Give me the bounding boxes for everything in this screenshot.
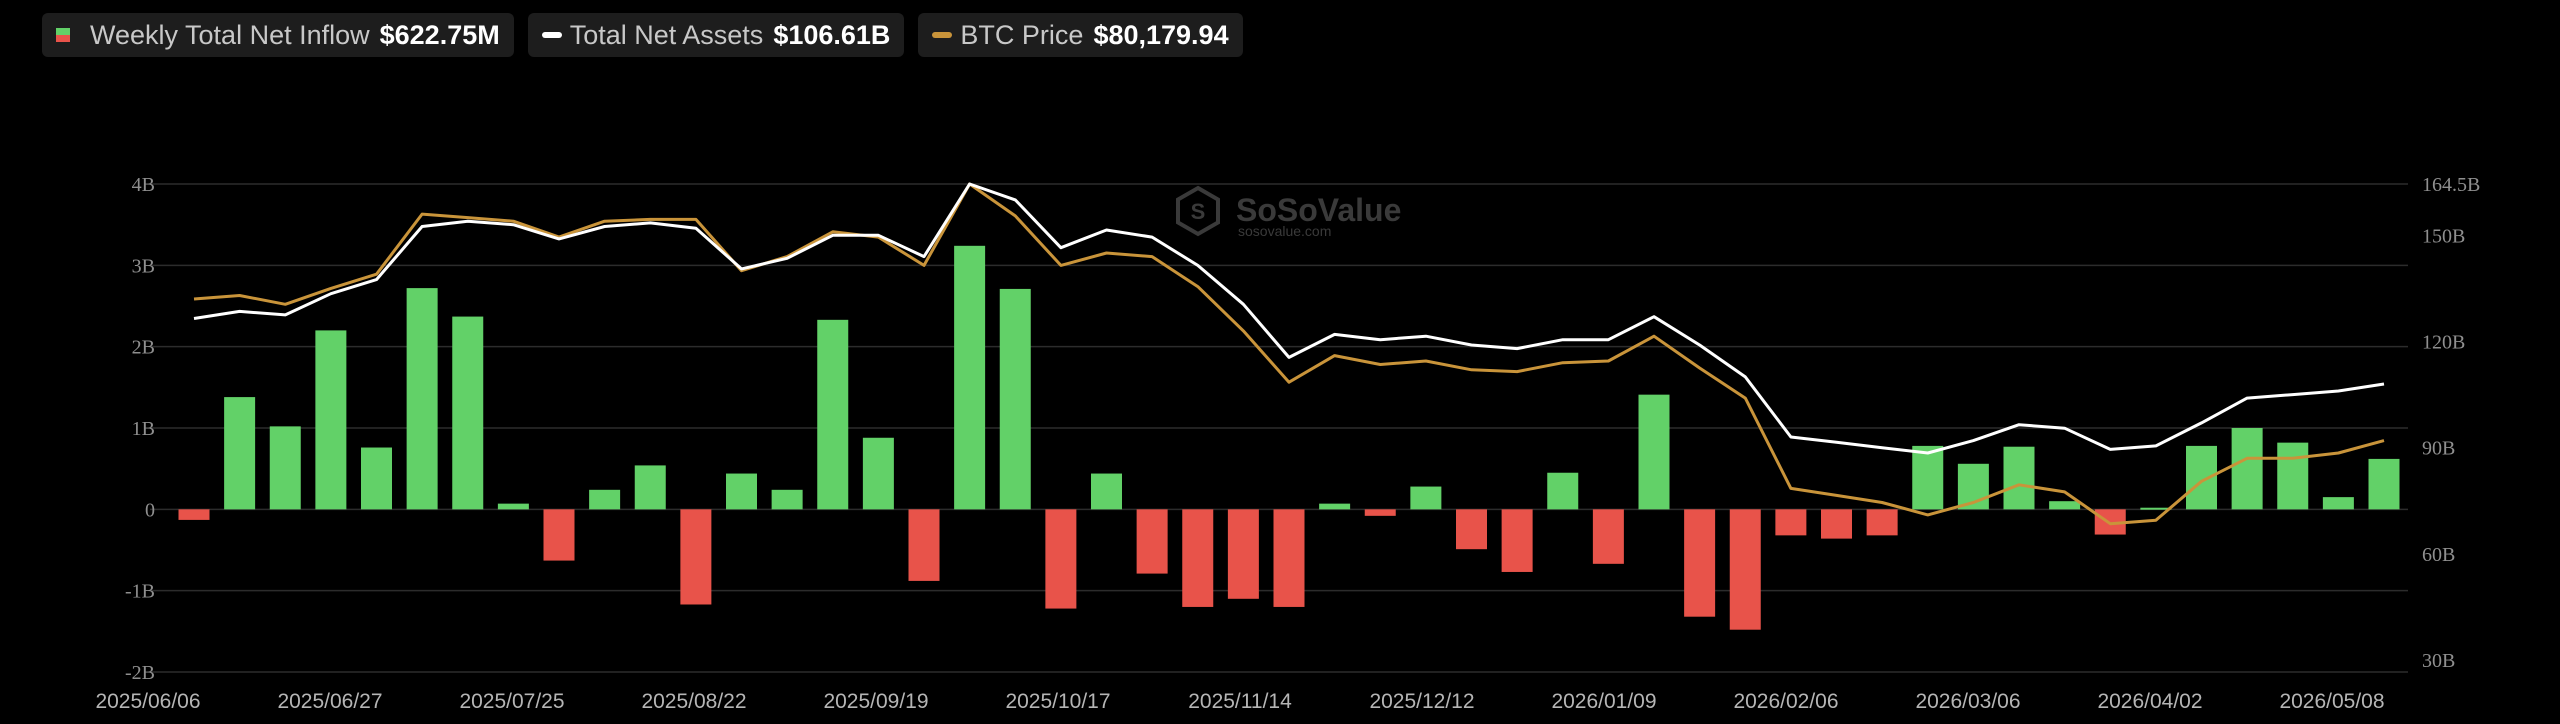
- btc-swatch-icon: [932, 32, 953, 38]
- right-axis-tick: 90B: [2422, 438, 2455, 460]
- x-axis-tick: 2026/05/08: [2279, 690, 2384, 713]
- inflow-bar[interactable]: [1547, 472, 1579, 510]
- right-axis-tick: 150B: [2422, 225, 2465, 247]
- legend-btc-value: $80,179.94: [1093, 19, 1229, 50]
- inflow-bar[interactable]: [1821, 509, 1852, 539]
- inflow-bar[interactable]: [406, 288, 438, 510]
- inflow-bar[interactable]: [543, 509, 575, 561]
- inflow-bar[interactable]: [589, 489, 621, 510]
- inflow-bar[interactable]: [2368, 458, 2400, 510]
- x-axis-tick: 2025/07/25: [459, 690, 564, 713]
- x-axis-tick: 2025/11/14: [1188, 690, 1292, 713]
- x-axis-tick: 2025/09/19: [823, 690, 928, 713]
- inflow-bar[interactable]: [1775, 509, 1807, 536]
- left-axis-tick: -1B: [125, 581, 155, 603]
- net-assets-line[interactable]: [193, 182, 2385, 455]
- inflow-bar[interactable]: [1091, 473, 1122, 510]
- inflow-bar[interactable]: [361, 447, 392, 510]
- price-lines: [193, 182, 2385, 526]
- right-axis-tick: 30B: [2422, 650, 2455, 672]
- inflow-bar[interactable]: [224, 397, 256, 510]
- inflow-bar[interactable]: [954, 245, 986, 510]
- inflow-bar[interactable]: [1684, 509, 1716, 617]
- right-axis-tick: 164.5B: [2422, 174, 2480, 196]
- x-axis-tick: 2026/02/06: [1733, 690, 1838, 713]
- x-axis-tick: 2025/06/06: [95, 690, 200, 713]
- inflow-bar[interactable]: [315, 330, 347, 510]
- inflow-bar[interactable]: [680, 509, 712, 605]
- inflow-bar[interactable]: [497, 503, 529, 510]
- sosovalue-logo-icon: S: [1176, 185, 1220, 237]
- watermark-brand: SoSoValue: [1236, 192, 1401, 228]
- svg-text:S: S: [1191, 199, 1206, 224]
- x-axis-tick: 2025/08/22: [641, 690, 746, 713]
- x-axis-tick: 2026/03/06: [1915, 690, 2020, 713]
- legend-assets[interactable]: Total Net Assets $106.61B: [527, 13, 905, 57]
- x-axis-tick: 2026/01/09: [1551, 690, 1656, 713]
- inflow-bar[interactable]: [1912, 445, 1944, 510]
- inflow-bar[interactable]: [1273, 509, 1305, 607]
- inflow-bar[interactable]: [269, 426, 301, 510]
- assets-swatch-icon: [541, 32, 562, 38]
- right-axis: 164.5B 150B 120B 90B 60B 30B: [2422, 174, 2480, 672]
- inflow-bar[interactable]: [1227, 509, 1259, 599]
- inflow-bar[interactable]: [2231, 428, 2263, 510]
- inflow-bar[interactable]: [452, 316, 484, 510]
- inflow-bar[interactable]: [1866, 509, 1898, 536]
- inflow-bar[interactable]: [771, 489, 803, 510]
- inflow-bar[interactable]: [1045, 509, 1077, 609]
- inflow-bar[interactable]: [2140, 507, 2172, 510]
- inflow-swatch-icon: [56, 28, 70, 42]
- inflow-bar[interactable]: [1592, 509, 1624, 564]
- inflow-bar[interactable]: [2049, 501, 2081, 510]
- inflow-bar[interactable]: [2186, 445, 2217, 510]
- inflow-bar[interactable]: [2322, 497, 2354, 510]
- inflow-bar[interactable]: [726, 473, 757, 510]
- legend-btc-label: BTC Price: [960, 19, 1084, 50]
- watermark-url: sosovalue.com: [1238, 223, 1331, 239]
- left-axis: 4B 3B 2B 1B 0 -1B -2B: [125, 174, 155, 684]
- inflow-bar[interactable]: [1456, 509, 1487, 550]
- left-axis-tick: -2B: [125, 662, 155, 684]
- inflow-bar[interactable]: [1638, 394, 1670, 510]
- inflow-bars: [178, 245, 2400, 630]
- inflow-bar[interactable]: [1182, 509, 1214, 607]
- left-axis-tick: 3B: [132, 255, 155, 277]
- legend-inflow-label: Weekly Total Net Inflow: [90, 19, 370, 50]
- inflow-bar[interactable]: [1364, 509, 1396, 516]
- btc-price-line[interactable]: [193, 182, 2385, 526]
- inflow-bar[interactable]: [1501, 509, 1533, 572]
- right-axis-tick: 120B: [2422, 331, 2465, 353]
- x-axis: 2025/06/06 2025/06/27 2025/07/25 2025/08/22…: [95, 690, 2384, 713]
- inflow-bar[interactable]: [1410, 486, 1442, 510]
- inflow-bar[interactable]: [634, 465, 666, 510]
- x-axis-tick: 2025/10/17: [1005, 690, 1110, 713]
- left-axis-tick: 4B: [132, 174, 155, 196]
- inflow-bar[interactable]: [2277, 442, 2309, 510]
- legend-inflow[interactable]: Weekly Total Net Inflow $622.75M: [42, 13, 514, 57]
- inflow-bar[interactable]: [178, 509, 210, 520]
- chart-legend: Weekly Total Net Inflow $622.75M Total N…: [42, 13, 1243, 57]
- inflow-bar[interactable]: [817, 319, 849, 510]
- inflow-bar[interactable]: [2003, 446, 2035, 510]
- inflow-bar[interactable]: [908, 509, 940, 581]
- left-axis-tick: 0: [145, 499, 155, 521]
- x-axis-tick: 2026/04/02: [2097, 690, 2202, 713]
- inflow-bar[interactable]: [999, 288, 1031, 510]
- left-axis-tick: 2B: [132, 337, 155, 359]
- legend-inflow-value: $622.75M: [379, 19, 500, 50]
- watermark: S SoSoValue sosovalue.com: [1176, 185, 1401, 239]
- legend-assets-label: Total Net Assets: [569, 19, 764, 50]
- inflow-bar[interactable]: [1319, 503, 1351, 510]
- x-axis-tick: 2025/12/12: [1369, 690, 1474, 713]
- left-axis-tick: 1B: [132, 418, 155, 440]
- inflow-bar[interactable]: [1729, 509, 1761, 630]
- inflow-bar[interactable]: [862, 437, 894, 510]
- right-axis-tick: 60B: [2422, 544, 2455, 566]
- inflow-bar[interactable]: [1136, 509, 1168, 574]
- legend-assets-value: $106.61B: [773, 19, 891, 50]
- legend-btc[interactable]: BTC Price $80,179.94: [918, 13, 1243, 57]
- x-axis-tick: 2025/06/27: [277, 690, 382, 713]
